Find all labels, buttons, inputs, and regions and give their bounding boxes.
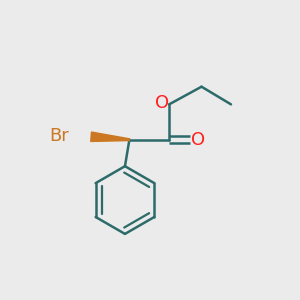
- Text: Br: Br: [49, 127, 69, 145]
- Polygon shape: [91, 132, 130, 141]
- Text: O: O: [155, 94, 169, 112]
- Text: O: O: [191, 131, 205, 149]
